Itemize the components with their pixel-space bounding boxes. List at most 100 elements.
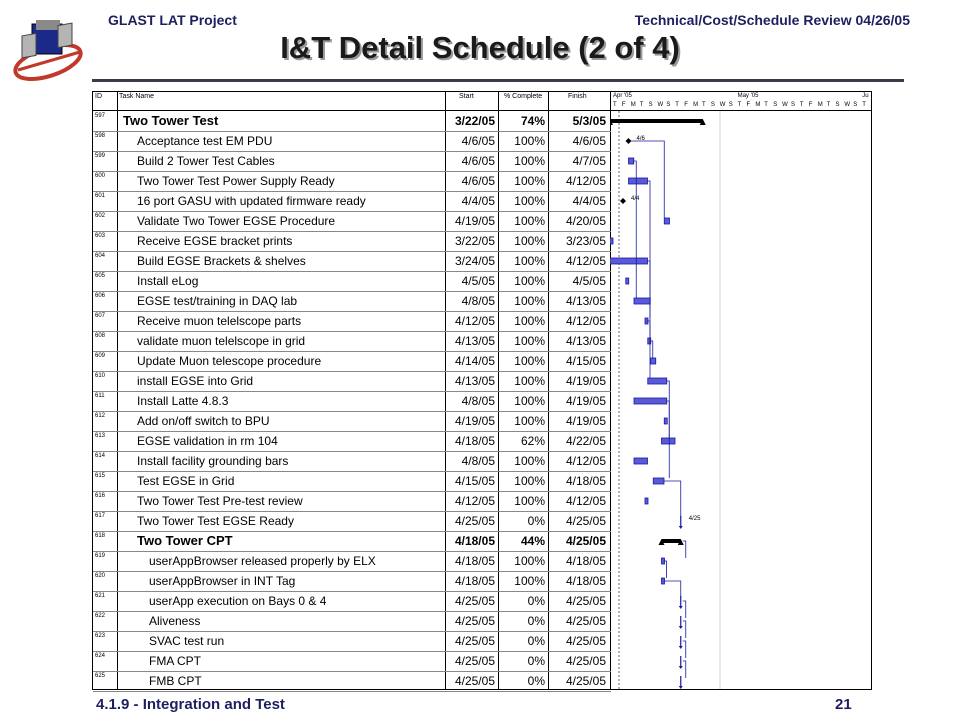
- table-row[interactable]: 603 Receive EGSE bracket prints 3/22/05 100…: [93, 231, 611, 252]
- table-row[interactable]: 600 Two Tower Test Power Supply Ready 4/6/…: [93, 171, 611, 192]
- timeline-day: W: [719, 102, 726, 108]
- task-name: Install eLog: [137, 274, 199, 288]
- task-bar: [610, 237, 614, 245]
- task-finish: 4/12/05: [565, 494, 606, 508]
- table-row[interactable]: 609 Update Muon telescope procedure 4/14/0…: [93, 351, 611, 372]
- table-row[interactable]: 601 16 port GASU with updated firmware re…: [93, 191, 611, 212]
- task-finish: 4/19/05: [565, 414, 606, 428]
- timeline-day: S: [791, 102, 796, 108]
- task-id: 600: [95, 173, 106, 179]
- task-id: 620: [95, 573, 106, 579]
- task-bar: [650, 357, 657, 365]
- table-row[interactable]: 597 Two Tower Test 3/22/05 74% 5/3/05: [93, 111, 611, 132]
- table-row[interactable]: 617 Two Tower Test EGSE Ready 4/25/05 0% 4/2…: [93, 511, 611, 532]
- task-bar: [625, 277, 630, 285]
- task-finish: 4/19/05: [565, 374, 606, 388]
- task-start: 3/24/05: [454, 254, 495, 268]
- dependency-link: [663, 580, 682, 598]
- col-header-pct-complete[interactable]: % Complete: [504, 93, 543, 100]
- task-finish: 4/4/05: [572, 194, 606, 208]
- task-start: 4/25/05: [454, 514, 495, 528]
- task-pct-complete: 0%: [527, 594, 545, 608]
- table-row[interactable]: 623 SVAC test run 4/25/05 0% 4/25/05: [93, 631, 611, 652]
- task-pct-complete: 100%: [514, 334, 545, 348]
- task-start: 4/14/05: [454, 354, 495, 368]
- task-pct-complete: 100%: [514, 134, 545, 148]
- task-finish: 4/25/05: [565, 514, 606, 528]
- table-row[interactable]: 618 Two Tower CPT 4/18/05 44% 4/25/05: [93, 531, 611, 552]
- gantt-header-row: ID Task Name Start % Complete Finish Apr…: [93, 92, 871, 111]
- table-row[interactable]: 599 Build 2 Tower Test Cables 4/6/05 100% 4/…: [93, 151, 611, 172]
- table-row[interactable]: 613 EGSE validation in rm 104 4/18/05 62% 4/…: [93, 431, 611, 452]
- task-name: Receive muon telelscope parts: [137, 314, 302, 328]
- task-finish: 4/25/05: [565, 614, 606, 628]
- table-row[interactable]: 610 install EGSE into Grid 4/13/05 100% 4/19…: [93, 371, 611, 392]
- task-start: 4/12/05: [454, 314, 495, 328]
- table-row[interactable]: 598 Acceptance test EM PDU 4/6/05 100% 4/6/0…: [93, 131, 611, 152]
- task-name: userApp execution on Bays 0 & 4: [149, 594, 327, 608]
- task-pct-complete: 100%: [514, 414, 545, 428]
- dependency-link: [666, 380, 670, 438]
- table-row[interactable]: 616 Two Tower Test Pre-test review 4/12/05…: [93, 491, 611, 512]
- table-row[interactable]: 602 Validate Two Tower EGSE Procedure 4/19…: [93, 211, 611, 232]
- table-row[interactable]: 606 EGSE test/training in DAQ lab 4/8/05 10…: [93, 291, 611, 312]
- timeline-day: S: [666, 102, 671, 108]
- task-id: 613: [95, 433, 106, 439]
- timeline-day: W: [782, 102, 788, 108]
- table-row[interactable]: 604 Build EGSE Brackets & shelves 3/24/05 1…: [93, 251, 611, 272]
- table-row[interactable]: 605 Install eLog 4/5/05 100% 4/5/05: [93, 271, 611, 292]
- task-pct-complete: 100%: [514, 374, 545, 388]
- dependency-link: [682, 640, 687, 658]
- task-start: 4/8/05: [461, 294, 495, 308]
- table-row[interactable]: 624 FMA CPT 4/25/05 0% 4/25/05: [93, 651, 611, 672]
- table-row[interactable]: 614 Install facility grounding bars 4/8/05…: [93, 451, 611, 472]
- timeline-day: T: [613, 102, 617, 108]
- task-bar: [628, 177, 648, 185]
- task-pct-complete: 62%: [520, 434, 545, 448]
- task-name: Test EGSE in Grid: [137, 474, 235, 488]
- table-row[interactable]: 611 Install Latte 4.8.3 4/8/05 100% 4/19/05: [93, 391, 611, 412]
- task-bar: [647, 377, 668, 385]
- review-title: Technical/Cost/Schedule Review 04/26/05: [634, 12, 910, 28]
- task-start: 4/13/05: [454, 374, 495, 388]
- task-name: Two Tower Test Pre-test review: [137, 494, 303, 508]
- task-bar: [633, 397, 668, 405]
- col-header-start[interactable]: Start: [459, 93, 474, 100]
- table-row[interactable]: 619 userAppBrowser released properly by E…: [93, 551, 611, 572]
- task-bar: [628, 157, 635, 165]
- task-finish: 4/20/05: [565, 214, 606, 228]
- table-row[interactable]: 612 Add on/off switch to BPU 4/19/05 100% 4/…: [93, 411, 611, 432]
- task-id: 601: [95, 193, 106, 199]
- task-name: EGSE test/training in DAQ lab: [137, 294, 298, 308]
- col-header-id[interactable]: ID: [95, 93, 102, 100]
- col-header-finish[interactable]: Finish: [568, 93, 587, 100]
- table-row[interactable]: 622 Aliveness 4/25/05 0% 4/25/05: [93, 611, 611, 632]
- table-row[interactable]: 615 Test EGSE in Grid 4/15/05 100% 4/18/05: [93, 471, 611, 492]
- task-pct-complete: 0%: [527, 674, 545, 688]
- task-bar: [633, 457, 648, 465]
- task-finish: 4/25/05: [565, 534, 606, 548]
- table-row[interactable]: 621 userApp execution on Bays 0 & 4 4/25/0…: [93, 591, 611, 612]
- task-id: 612: [95, 413, 106, 419]
- table-row[interactable]: 608 validate muon telelscope in grid 4/13/…: [93, 331, 611, 352]
- milestone-date-label: 4/6: [637, 136, 646, 142]
- timeline-day: F: [621, 102, 626, 108]
- task-pct-complete: 100%: [514, 494, 545, 508]
- col-header-task-name[interactable]: Task Name: [119, 93, 155, 100]
- milestone-date-label: 4/4: [631, 196, 640, 202]
- task-finish: 4/13/05: [565, 334, 606, 348]
- task-pct-complete: 100%: [514, 194, 545, 208]
- timeline-month: May '05: [737, 93, 759, 99]
- timeline-day: T: [639, 102, 644, 108]
- task-start: 4/25/05: [454, 654, 495, 668]
- table-row[interactable]: 625 FMB CPT 4/25/05 0% 4/25/05: [93, 671, 611, 692]
- timeline-day: S: [710, 102, 715, 108]
- task-name: userAppBrowser released properly by ELX: [149, 554, 376, 568]
- task-start: 4/19/05: [454, 414, 495, 428]
- timeline-day: S: [835, 102, 840, 108]
- task-id: 624: [95, 653, 106, 659]
- table-row[interactable]: 607 Receive muon telelscope parts 4/12/05 1…: [93, 311, 611, 332]
- task-pct-complete: 100%: [514, 234, 545, 248]
- task-pct-complete: 100%: [514, 574, 545, 588]
- table-row[interactable]: 620 userAppBrowser in INT Tag 4/18/05 100% 4…: [93, 571, 611, 592]
